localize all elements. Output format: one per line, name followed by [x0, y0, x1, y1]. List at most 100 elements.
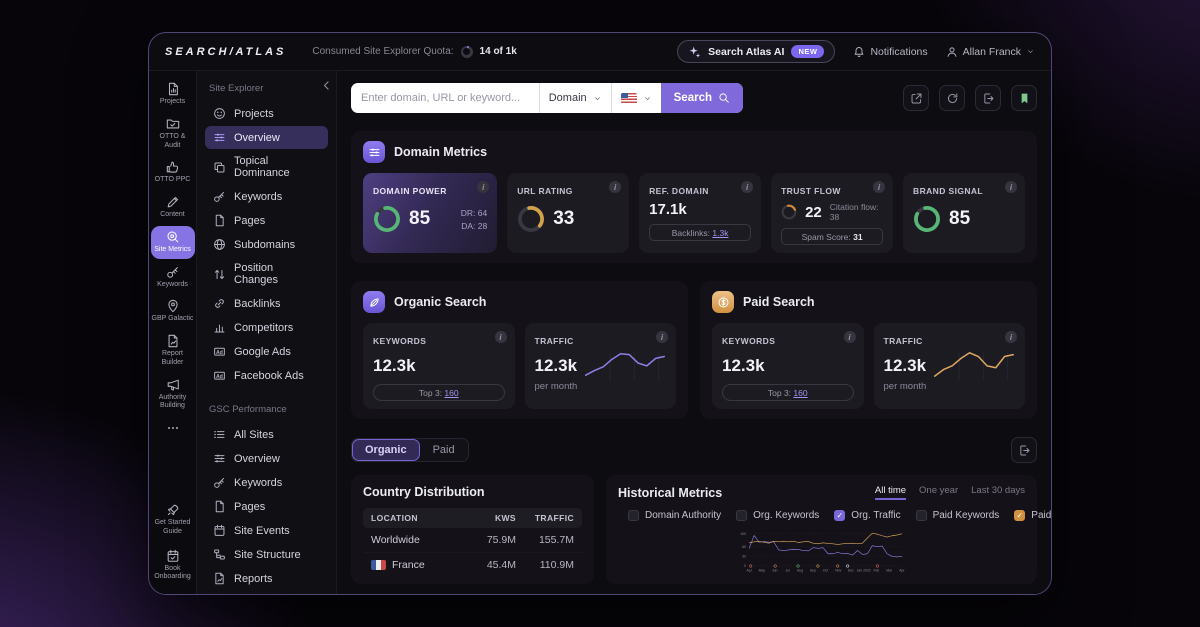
rail-item-more[interactable] — [151, 417, 195, 439]
notifications-button[interactable]: Notifications — [853, 46, 928, 58]
paid-keywords-card[interactable]: KEYWORDS 12.3k Top 3: 160 — [712, 323, 864, 409]
url-rating-card[interactable]: URL RATING 33 — [507, 173, 630, 253]
sidebar-item-pages[interactable]: Pages — [205, 495, 328, 518]
domain-power-card[interactable]: DOMAIN POWER 85 DR: 64 DA: 28 — [363, 173, 498, 253]
location-name: France — [392, 559, 425, 571]
paid-traffic-card[interactable]: TRAFFIC 12.3k per month — [873, 323, 1025, 409]
sidebar-item-keywords[interactable]: Keywords — [205, 185, 328, 208]
sidebar-item-competitors[interactable]: Competitors — [205, 316, 328, 339]
top3-badge[interactable]: Top 3: 160 — [722, 384, 854, 401]
user-menu[interactable]: Allan Franck — [946, 46, 1035, 58]
rail-item-keywords[interactable]: Keywords — [151, 261, 195, 294]
checkbox-icon[interactable] — [736, 510, 748, 521]
export-button[interactable] — [975, 85, 1001, 111]
rail-item-content[interactable]: Content — [151, 191, 195, 224]
checkbox-icon[interactable]: ✓ — [1014, 510, 1026, 521]
rail-item-report-builder[interactable]: Report Builder — [151, 330, 195, 372]
location-name: Worldwide — [371, 534, 420, 546]
sidebar-item-topical-dominance[interactable]: Topical Dominance — [205, 150, 328, 184]
sidebar-item-facebook-ads[interactable]: Ad Facebook Ads — [205, 364, 328, 387]
legend-paid-keywords[interactable]: Paid Keywords — [915, 510, 1000, 521]
refresh-button[interactable] — [939, 85, 965, 111]
top3-badge[interactable]: Top 3: 160 — [373, 384, 505, 401]
rail-item-site-metrics[interactable]: Site Metrics — [150, 225, 195, 259]
sidebar-item-keywords[interactable]: Keywords — [205, 471, 328, 494]
backlinks-badge[interactable]: Backlinks: 1.3k — [649, 224, 752, 241]
info-icon[interactable] — [609, 181, 622, 193]
info-icon[interactable] — [741, 181, 754, 193]
info-icon[interactable] — [843, 331, 856, 343]
bookmark-button[interactable] — [1011, 85, 1037, 111]
sidebar-item-overview[interactable]: Overview — [205, 447, 328, 470]
export-table-button[interactable] — [1011, 437, 1037, 463]
table-body: Worldwide75.9M155.7MFrance45.4M110.9MJap… — [363, 528, 582, 574]
search-button[interactable]: Search — [660, 83, 743, 113]
column-header-traffic[interactable]: TRAFFIC — [534, 513, 574, 523]
sidebar-item-reports[interactable]: Reports — [205, 567, 328, 590]
legend-org-traffic[interactable]: ✓ Org. Traffic — [834, 510, 901, 521]
folder-check-icon — [166, 117, 180, 131]
search-input[interactable] — [351, 83, 539, 113]
spam-score-badge[interactable]: Spam Score: 31 — [781, 228, 884, 245]
filter-one-year[interactable]: One year — [919, 485, 959, 496]
sidebar-item-backlinks[interactable]: Backlinks — [205, 292, 328, 315]
legend-org-keywords[interactable]: Org. Keywords — [736, 510, 819, 521]
sidebar-item-position-changes[interactable]: Position Changes — [205, 257, 328, 291]
open-external-button[interactable] — [903, 85, 929, 111]
info-icon[interactable] — [494, 331, 507, 343]
svg-text:Sep: Sep — [810, 569, 816, 573]
checkbox-icon[interactable]: ✓ — [834, 510, 846, 521]
brand-signal-card[interactable]: BRAND SIGNAL 85 — [903, 173, 1025, 253]
rail-item-authority-building[interactable]: Authority Building — [151, 374, 195, 416]
rail-item-otto-audit[interactable]: OTTO & Audit — [151, 113, 195, 155]
trust-flow-card[interactable]: TRUST FLOW 22 Citation flow: 38 Spam Sco… — [771, 173, 894, 253]
tab-organic[interactable]: Organic — [352, 439, 420, 461]
sidebar-item-google-ads[interactable]: Ad Google Ads — [205, 340, 328, 363]
search-type-select[interactable]: Domain — [538, 83, 611, 113]
rail-item-gbp-galactic[interactable]: GBP Galactic — [151, 295, 195, 328]
organic-traffic-card[interactable]: TRAFFIC 12.3k per month — [524, 323, 676, 409]
rail-item-book-onboarding[interactable]: Book Onboarding — [151, 545, 195, 587]
calendar-check-icon — [166, 549, 180, 563]
rail-item-otto-ppc[interactable]: OTTO PPC — [151, 156, 195, 189]
checkbox-icon[interactable] — [915, 510, 927, 521]
info-icon[interactable] — [656, 331, 668, 343]
main-content: Domain Search — [337, 71, 1051, 594]
sidebar-collapse-button[interactable] — [320, 79, 333, 92]
tab-paid[interactable]: Paid — [432, 444, 455, 456]
sidebar-item-all-sites[interactable]: All Sites — [205, 423, 328, 446]
column-header-location[interactable]: LOCATION — [371, 513, 418, 523]
arrows-updown-icon — [213, 268, 226, 281]
search-row: Domain Search — [351, 83, 1037, 113]
legend-paid-traffic[interactable]: ✓ Paid Traffic — [1014, 510, 1052, 521]
sidebar-item-site-events[interactable]: Site Events — [205, 519, 328, 542]
key-icon — [213, 190, 226, 203]
legend-label: Paid Keywords — [932, 510, 1000, 521]
sidebar-item-subdomains[interactable]: Subdomains — [205, 233, 328, 256]
legend-domain-authority[interactable]: Domain Authority — [628, 510, 721, 521]
table-row[interactable]: Worldwide 75.9M 155.7M — [363, 528, 582, 553]
filter-last-30-days[interactable]: Last 30 days — [971, 485, 1025, 496]
info-icon[interactable] — [1005, 331, 1017, 343]
column-header-kws[interactable]: KWS — [494, 513, 516, 523]
sidebar-item-overview[interactable]: Overview — [205, 126, 328, 149]
organic-keywords-card[interactable]: KEYWORDS 12.3k Top 3: 160 — [363, 323, 515, 409]
info-icon[interactable] — [477, 181, 490, 193]
country-select[interactable] — [610, 83, 661, 113]
card-extras: DR: 64 DA: 28 — [461, 208, 487, 231]
ref-domain-card[interactable]: REF. DOMAIN 17.1k Backlinks: 1.3k — [639, 173, 762, 253]
info-icon[interactable] — [873, 181, 886, 193]
sidebar-item-site-structure[interactable]: Site Structure — [205, 543, 328, 566]
table-row[interactable]: France 45.4M 110.9M — [363, 553, 582, 574]
rail-item-projects[interactable]: Projects — [151, 78, 195, 111]
card-subtext: per month — [883, 381, 927, 392]
checkbox-icon[interactable] — [628, 510, 639, 521]
filter-all-time[interactable]: All time — [874, 485, 907, 500]
legend-label: Paid Traffic — [1031, 510, 1052, 521]
search-atlas-ai-button[interactable]: Search Atlas AI NEW — [677, 40, 836, 63]
citation-flow-value: Citation flow: 38 — [829, 202, 879, 222]
rail-item-get-started-guide[interactable]: Get Started Guide — [151, 499, 195, 541]
info-icon[interactable] — [1005, 181, 1017, 193]
sidebar-item-projects[interactable]: Projects — [205, 102, 328, 125]
sidebar-item-pages[interactable]: Pages — [205, 209, 328, 232]
